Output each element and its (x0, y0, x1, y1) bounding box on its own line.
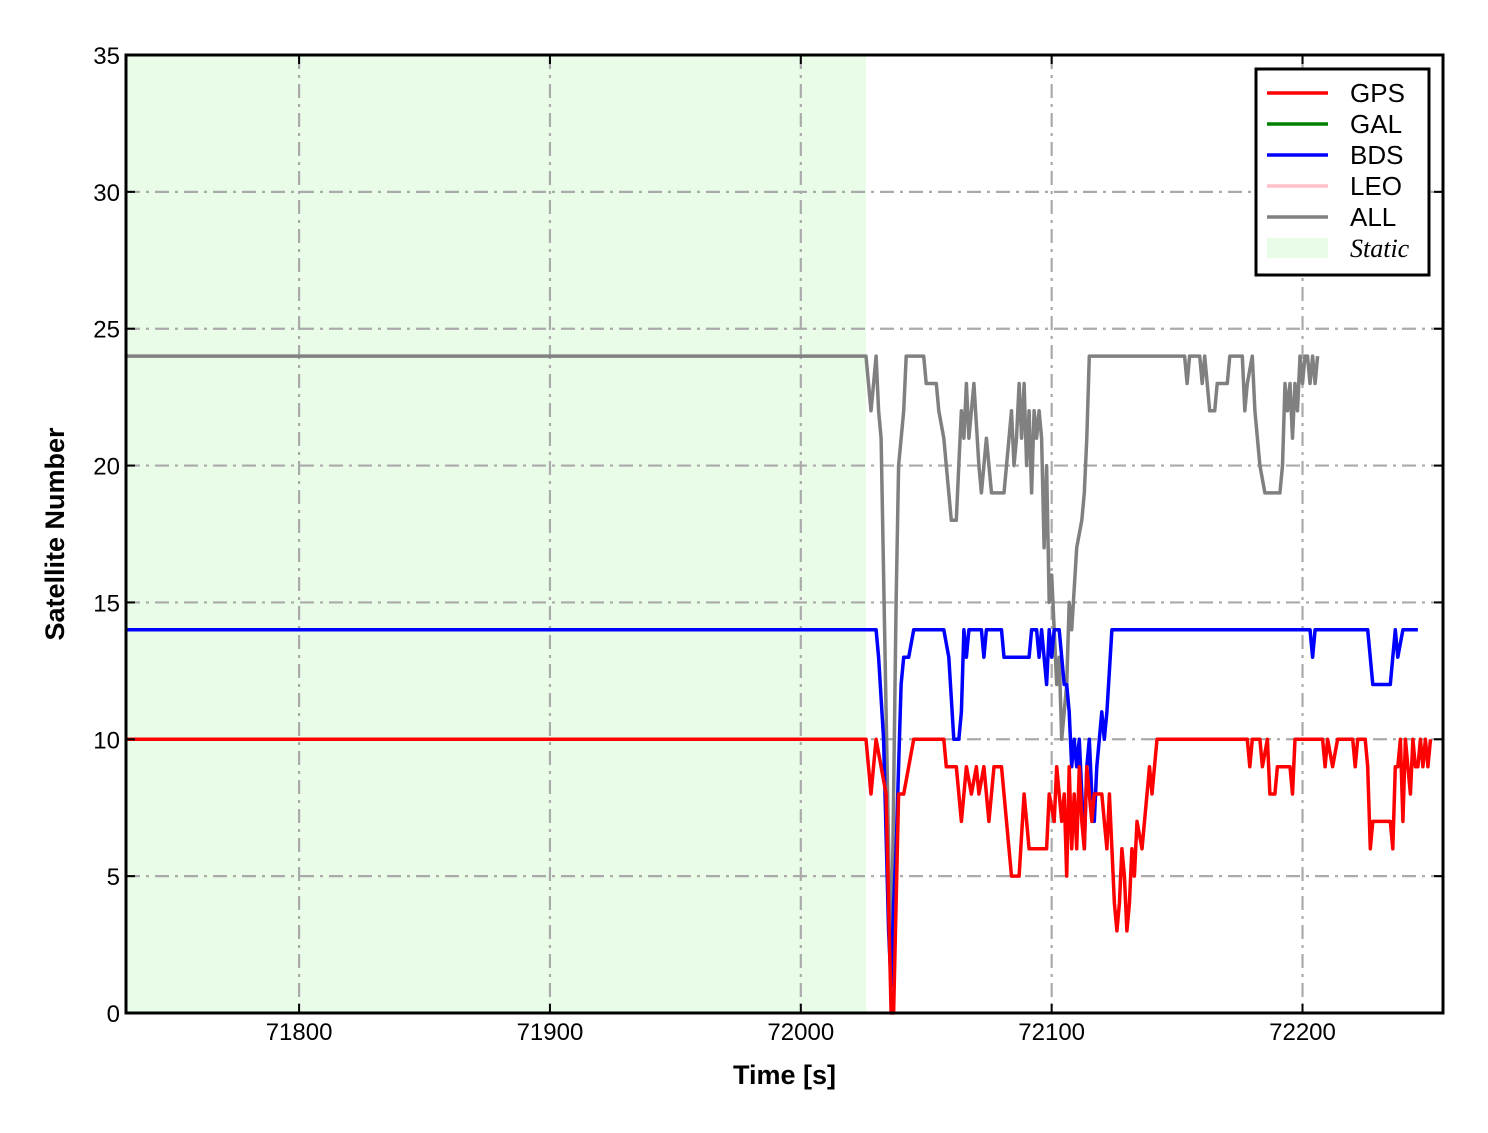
legend-swatch-static (1267, 238, 1328, 258)
axis-ticks (126, 54, 1443, 1014)
x-tick-label: 71900 (517, 1019, 584, 1046)
series-lines (126, 354, 1433, 1015)
legend-label-gps: GPS (1350, 78, 1405, 108)
y-tick-label: 10 (93, 727, 120, 754)
x-tick-label: 72200 (1269, 1019, 1336, 1046)
y-tick-label: 0 (107, 1001, 120, 1028)
x-tick-label: 72000 (767, 1019, 834, 1046)
x-tick-label: 71800 (266, 1019, 333, 1046)
y-tick-label: 5 (107, 864, 120, 891)
x-tick-label: 72100 (1018, 1019, 1085, 1046)
y-axis-label: Satellite Number (40, 427, 70, 641)
legend-label-leo: LEO (1350, 171, 1402, 201)
static-region-rect (126, 55, 867, 1013)
y-tick-label: 30 (93, 180, 120, 207)
series-line-all (126, 354, 1320, 988)
y-tick-label: 15 (93, 590, 120, 617)
legend-label-all: ALL (1350, 202, 1396, 232)
series-line-gps (126, 737, 1433, 1015)
legend-label-gal: GAL (1350, 109, 1402, 139)
x-axis-label: Time [s] (733, 1060, 836, 1090)
static-shaded-region (126, 55, 867, 1013)
series-line-bds (126, 628, 1418, 988)
y-tick-label: 20 (93, 454, 120, 481)
y-tick-label: 25 (93, 317, 120, 344)
legend-label-static: Static (1350, 234, 1410, 263)
y-tick-label: 35 (93, 43, 120, 70)
tick-labels: 71800 71900 72000 72100 72200 0 5 10 15 20 25 30 35 (93, 43, 1336, 1046)
legend-label-bds: BDS (1350, 140, 1403, 170)
plot-frame (124, 53, 1445, 1015)
